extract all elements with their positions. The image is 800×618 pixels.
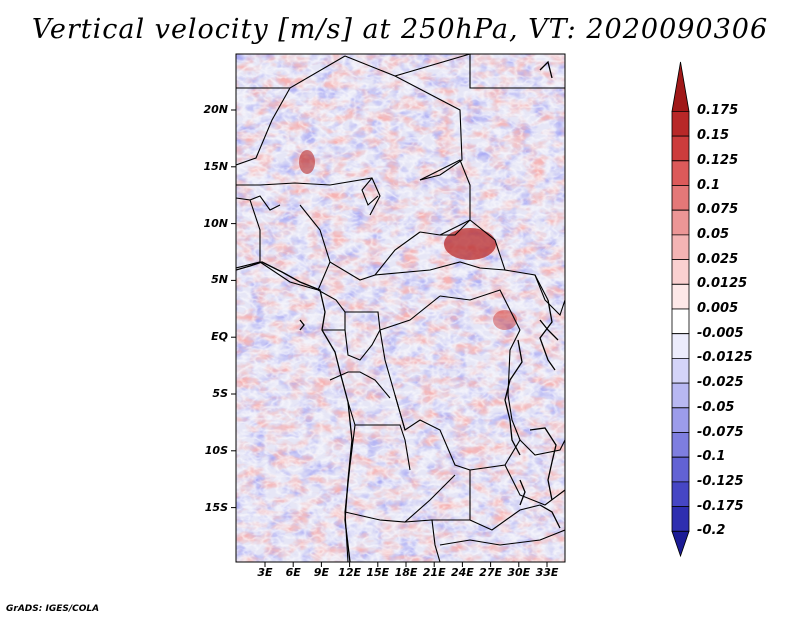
colorbar-label: -0.075 (697, 424, 744, 440)
lat-label: 5S (212, 387, 228, 400)
colorbar-label: 0.0125 (697, 276, 748, 292)
colorbar-swatch (671, 308, 690, 335)
colorbar-label: -0.0125 (697, 350, 753, 366)
grads-credit: GrADS: IGES/COLA (6, 604, 100, 614)
lat-label: EQ (211, 330, 228, 344)
colorbar-label: 0.025 (697, 251, 739, 267)
ascent-cell-west (299, 150, 315, 174)
lon-label: 3E (257, 566, 273, 579)
coastline-and-lakes (236, 60, 561, 562)
lon-label: 21E (422, 566, 446, 579)
strong-ascent-core (444, 228, 496, 260)
colorbar-label: 0.125 (697, 152, 739, 168)
colorbar-swatch (671, 333, 690, 359)
colorbar-label: -0.2 (697, 523, 726, 539)
colorbar-swatch (671, 61, 690, 112)
colorbar-label: 0.05 (697, 226, 730, 242)
colorbar-swatch (671, 111, 690, 137)
lat-label: 15S (204, 500, 228, 514)
longitude-ticks (264, 562, 548, 567)
colorbar-label: -0.175 (697, 498, 744, 514)
colorbar-swatch (671, 481, 690, 507)
colorbar-label: 0.005 (697, 301, 739, 316)
colorbar-swatch (671, 506, 690, 532)
colorbar-label: -0.05 (697, 399, 735, 415)
lon-label: 30E (507, 566, 531, 579)
lat-label: 10N (203, 216, 228, 230)
lon-label: 33E (535, 566, 559, 579)
colorbar-label: 0.075 (697, 202, 739, 218)
colorbar-label: 0.15 (697, 128, 730, 144)
lon-label: 9E (313, 566, 329, 579)
lat-label: 20N (203, 103, 228, 116)
colorbar-label: 0.1 (697, 177, 721, 193)
colorbar-label: -0.125 (697, 473, 744, 489)
lon-label: 6E (285, 566, 301, 579)
colorbar-swatch (671, 358, 690, 384)
lat-label: 5N (211, 273, 228, 287)
colorbar-swatch (671, 407, 690, 433)
colorbar-swatch (671, 209, 690, 236)
lon-label: 15E (366, 566, 390, 579)
colorbar-label: -0.025 (697, 375, 744, 391)
lon-label: 18E (394, 566, 418, 579)
colorbar-label: 0.175 (697, 103, 739, 119)
colorbar-swatch (671, 135, 690, 162)
colorbar-label: -0.1 (697, 449, 726, 465)
lon-label: 24E (450, 566, 474, 579)
colorbar (671, 61, 690, 558)
ascent-cell-east (493, 310, 517, 330)
colorbar-swatch (671, 432, 690, 458)
colorbar-swatch (671, 185, 690, 211)
lat-label: 10S (204, 443, 228, 457)
colorbar-swatch (671, 160, 690, 186)
lon-label: 12E (338, 566, 361, 579)
map-title: Vertical velocity [m/s] at 250hPa, VT: 2… (31, 14, 769, 45)
map-frame (235, 53, 566, 563)
lon-label: 27E (479, 566, 502, 579)
colorbar-swatch (671, 530, 690, 558)
colorbar-swatch (671, 456, 690, 483)
colorbar-swatch (671, 283, 690, 310)
colorbar-swatch (671, 259, 690, 285)
colorbar-swatch (671, 382, 690, 409)
colorbar-swatch (671, 234, 690, 260)
latitude-ticks (231, 109, 236, 509)
velocity-field (236, 54, 565, 562)
colorbar-label: -0.005 (697, 325, 744, 341)
lat-label: 15N (203, 159, 228, 173)
field-streaks (236, 54, 565, 562)
